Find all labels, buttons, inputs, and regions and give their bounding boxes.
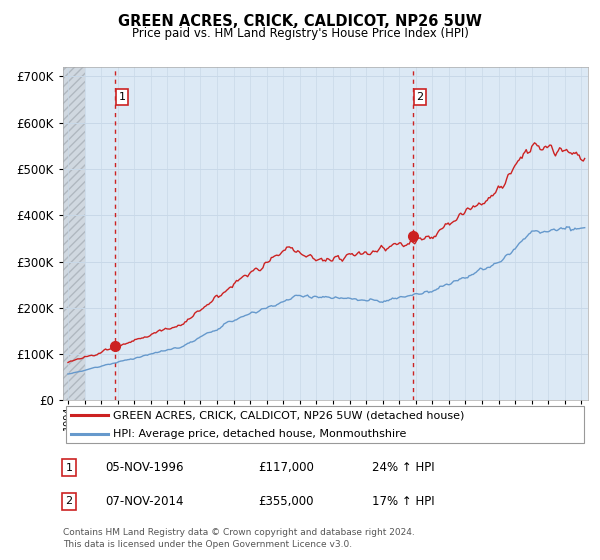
Text: 2: 2 xyxy=(65,496,73,506)
Text: GREEN ACRES, CRICK, CALDICOT, NP26 5UW: GREEN ACRES, CRICK, CALDICOT, NP26 5UW xyxy=(118,14,482,29)
Text: 1: 1 xyxy=(65,463,73,473)
Text: £355,000: £355,000 xyxy=(258,494,314,508)
Text: 17% ↑ HPI: 17% ↑ HPI xyxy=(372,494,434,508)
Text: 1: 1 xyxy=(118,92,125,102)
Text: 24% ↑ HPI: 24% ↑ HPI xyxy=(372,461,434,474)
Text: 07-NOV-2014: 07-NOV-2014 xyxy=(105,494,184,508)
Text: Price paid vs. HM Land Registry's House Price Index (HPI): Price paid vs. HM Land Registry's House … xyxy=(131,27,469,40)
Text: HPI: Average price, detached house, Monmouthshire: HPI: Average price, detached house, Monm… xyxy=(113,429,406,439)
Text: 05-NOV-1996: 05-NOV-1996 xyxy=(105,461,184,474)
Text: 2: 2 xyxy=(416,92,424,102)
FancyBboxPatch shape xyxy=(65,407,584,443)
Text: Contains HM Land Registry data © Crown copyright and database right 2024.
This d: Contains HM Land Registry data © Crown c… xyxy=(63,528,415,549)
Text: GREEN ACRES, CRICK, CALDICOT, NP26 5UW (detached house): GREEN ACRES, CRICK, CALDICOT, NP26 5UW (… xyxy=(113,410,464,421)
Text: £117,000: £117,000 xyxy=(258,461,314,474)
